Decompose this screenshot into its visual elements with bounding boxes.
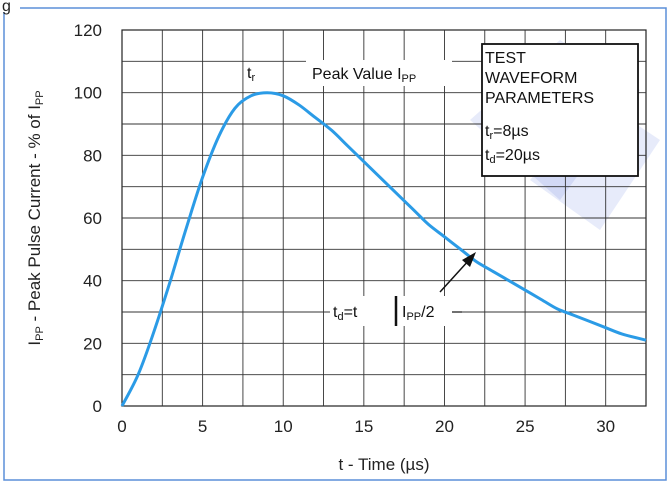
- series-line: [120, 91, 647, 407]
- box-line-1: TEST: [485, 50, 526, 67]
- annotation-arrowhead: [462, 252, 476, 267]
- box-line-5: td=20µs: [485, 147, 540, 166]
- annotation-peak: Peak Value IPP: [312, 66, 416, 85]
- y-tick-labels: 0 20 40 60 80 100 120: [74, 21, 102, 416]
- annotation-td: td=t: [333, 304, 358, 323]
- x-tick-label: 20: [435, 417, 454, 436]
- x-tick-label: 0: [117, 417, 126, 436]
- x-axis-label: t - Time (µs): [338, 455, 429, 474]
- box-line-2: WAVEFORM: [485, 70, 577, 87]
- y-tick-label: 20: [83, 334, 102, 353]
- y-tick-label: 60: [83, 209, 102, 228]
- y-tick-label: 80: [83, 146, 102, 165]
- y-tick-label: 0: [93, 397, 102, 416]
- y-axis-label: IPP - Peak Pulse Current - % of IPP: [25, 90, 46, 345]
- y-tick-label: 100: [74, 84, 102, 103]
- x-tick-label: 15: [354, 417, 373, 436]
- parameters-box: TEST WAVEFORM PARAMETERS tr=8µs td=20µs: [481, 43, 639, 177]
- plot-area: 0 5 10 15 20 25 30 0 20 40 60 80 100 120: [74, 21, 647, 436]
- x-tick-label: 25: [516, 417, 535, 436]
- annotation-arrow: [439, 258, 471, 293]
- box-line-3: PARAMETERS: [485, 90, 594, 107]
- y-tick-label: 120: [74, 21, 102, 40]
- x-tick-labels: 0 5 10 15 20 25 30: [117, 417, 615, 436]
- figure-frame: [3, 7, 667, 481]
- box-line-4: tr=8µs: [485, 123, 529, 142]
- corner-fragment: g: [2, 0, 11, 15]
- y-tick-label: 40: [83, 272, 102, 291]
- x-tick-label: 10: [274, 417, 293, 436]
- annotation-tr: tr: [247, 65, 255, 84]
- x-tick-label: 5: [198, 417, 207, 436]
- annotation-td-ipp: IPP/2: [402, 304, 435, 323]
- x-tick-label: 30: [596, 417, 615, 436]
